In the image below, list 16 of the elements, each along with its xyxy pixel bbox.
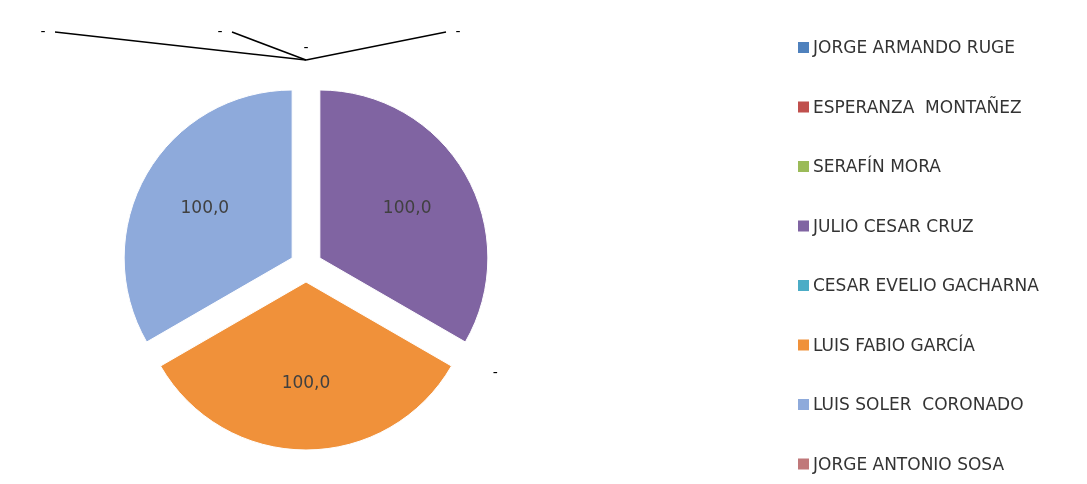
legend-label: SERAFÍN MORA: [813, 155, 942, 176]
text: -: [492, 364, 498, 380]
text: -: [40, 23, 46, 39]
data-label: 100,0: [180, 196, 230, 217]
legend-label: LUIS FABIO GARCÍA: [813, 333, 976, 355]
legend-label: JULIO CESAR CRUZ: [812, 215, 974, 236]
legend-label: LUIS SOLER CORONADO: [813, 394, 1024, 414]
text: -: [217, 23, 223, 39]
legend-label: JORGE ARMANDO RUGE: [812, 37, 1016, 57]
text: -: [303, 39, 309, 55]
data-label: 100,0: [382, 196, 432, 217]
data-label: 100,0: [281, 371, 331, 392]
legend-label: CESAR EVELIO GACHARNA: [813, 275, 1040, 295]
legend-label: JORGE ANTONIO SOSA: [812, 453, 1005, 474]
legend-label: ESPERANZA MONTAÑEZ: [813, 95, 1022, 117]
text: -: [455, 23, 461, 39]
